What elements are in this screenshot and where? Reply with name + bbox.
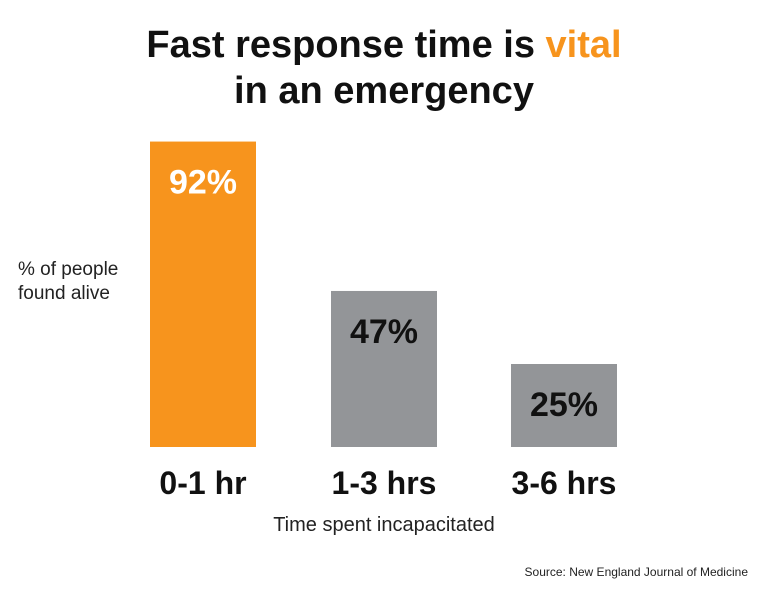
x-axis-label: Time spent incapacitated (273, 514, 495, 536)
x-tick-label-1-3-hrs: 1-3 hrs (332, 465, 437, 501)
title-line2: in an emergency (234, 70, 534, 112)
chart-title: Fast response time is vital in an emerge… (0, 22, 768, 114)
bar-3-6-hrs (511, 364, 617, 447)
data-label-0-1-hr: 92% (169, 164, 237, 202)
data-label-3-6-hrs: 25% (530, 386, 598, 424)
x-tick-label-3-6-hrs: 3-6 hrs (512, 465, 617, 501)
x-tick-label-0-1-hr: 0-1 hr (159, 465, 246, 501)
y-axis-label: % of people found alive (18, 259, 119, 304)
title-accent-word: vital (545, 24, 622, 66)
bar-0-1-hr (150, 141, 256, 447)
data-label-1-3-hrs: 47% (350, 313, 418, 351)
bar-1-3-hrs (331, 290, 437, 447)
source-note: Source: New England Journal of Medicine (524, 565, 748, 579)
title-line1-prefix: Fast response time is (146, 24, 546, 66)
